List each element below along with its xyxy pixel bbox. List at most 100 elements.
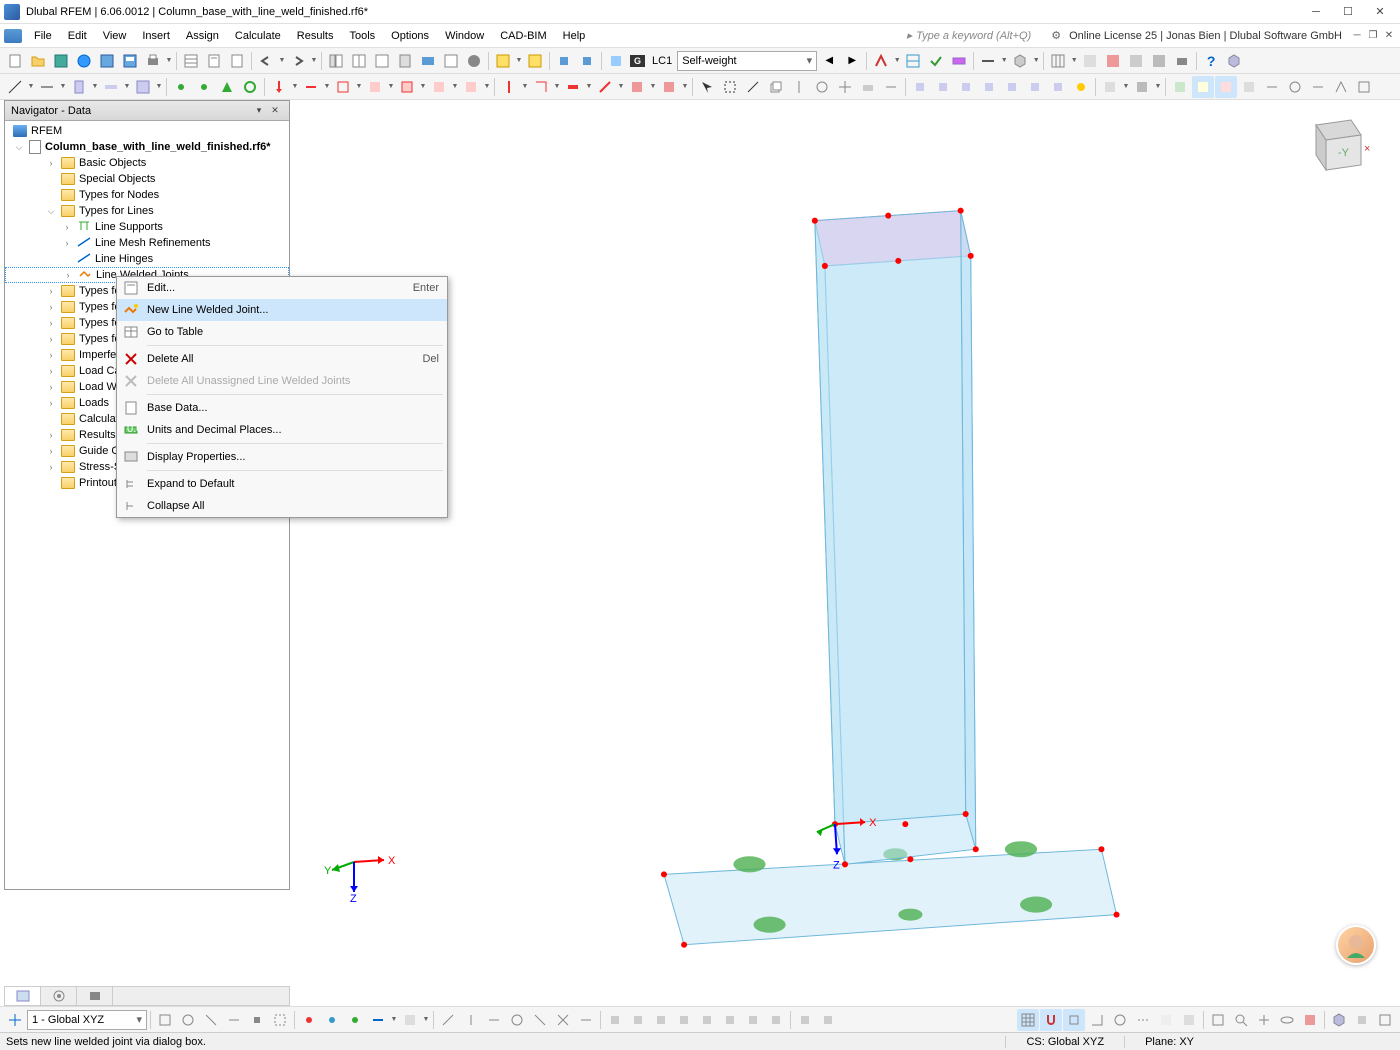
view10-button[interactable] (817, 1009, 839, 1031)
tree-item-basic-objects[interactable]: ›Basic Objects (5, 155, 289, 171)
parameters-button[interactable] (440, 50, 462, 72)
load6-button[interactable] (658, 76, 680, 98)
tree-root-app[interactable]: RFEM (5, 123, 289, 139)
calc-params-button[interactable] (576, 50, 598, 72)
panel-button[interactable] (371, 50, 393, 72)
osnap7-button[interactable] (575, 1009, 597, 1031)
inner-restore-button[interactable]: ❐ (1366, 29, 1380, 43)
load4-button[interactable] (594, 76, 616, 98)
settings-icon[interactable]: ⚙ (1051, 29, 1061, 42)
clip-button[interactable] (1102, 50, 1124, 72)
extrude-button[interactable] (857, 76, 879, 98)
expand-icon[interactable]: › (45, 318, 57, 328)
navigator-dock-button[interactable]: ▾ (251, 103, 267, 119)
member2-button[interactable] (193, 76, 215, 98)
redo-button[interactable] (287, 50, 309, 72)
ext7-button[interactable] (1047, 76, 1069, 98)
lineload-button[interactable] (300, 76, 322, 98)
maximize-button[interactable]: ☐ (1332, 1, 1364, 23)
osnap4-button[interactable] (506, 1009, 528, 1031)
dimension-button[interactable] (36, 76, 58, 98)
ext3-button[interactable] (955, 76, 977, 98)
expand-icon[interactable]: › (45, 334, 57, 344)
tree-item-line-hinges[interactable]: Line Hinges (5, 251, 289, 267)
bg-layer-button[interactable] (1079, 50, 1101, 72)
snap10-button[interactable] (367, 1009, 389, 1031)
memberload-button[interactable] (332, 76, 354, 98)
tree-item-line-supports[interactable]: ›Line Supports (5, 219, 289, 235)
next-lc-button[interactable]: ▶ (841, 50, 863, 72)
iso-button[interactable] (1351, 1009, 1373, 1031)
menu-options[interactable]: Options (383, 28, 437, 44)
nodeload-button[interactable] (268, 76, 290, 98)
member-button[interactable] (100, 76, 122, 98)
hinge-button[interactable] (239, 76, 261, 98)
list-button[interactable] (226, 50, 248, 72)
show7-button[interactable] (1330, 76, 1352, 98)
snap5-button[interactable] (246, 1009, 268, 1031)
render1-button[interactable] (1099, 76, 1121, 98)
calc-all-button[interactable] (553, 50, 575, 72)
snap8-button[interactable] (321, 1009, 343, 1031)
osnap5-button[interactable] (529, 1009, 551, 1031)
rotate-button[interactable] (811, 76, 833, 98)
close-button[interactable]: ✕ (1364, 1, 1396, 23)
snap3-button[interactable] (200, 1009, 222, 1031)
node-button[interactable] (170, 76, 192, 98)
3d-button[interactable] (1009, 50, 1031, 72)
cm-base-data-[interactable]: Base Data... (117, 397, 447, 419)
model-type-button[interactable] (977, 50, 999, 72)
cube-view-button[interactable] (1223, 50, 1245, 72)
ext6-button[interactable] (1024, 76, 1046, 98)
view6-button[interactable] (719, 1009, 741, 1031)
expand-icon[interactable]: › (61, 238, 73, 248)
ai-button[interactable] (948, 50, 970, 72)
view8-button[interactable] (765, 1009, 787, 1031)
tab-data[interactable] (5, 987, 41, 1005)
menu-insert[interactable]: Insert (134, 28, 178, 44)
new-file-button[interactable] (4, 50, 26, 72)
pan-button[interactable] (1253, 1009, 1275, 1031)
calculation-button[interactable] (417, 50, 439, 72)
copy-button[interactable] (765, 76, 787, 98)
snap4-button[interactable] (223, 1009, 245, 1031)
save-button[interactable] (96, 50, 118, 72)
tree-item-line-mesh-refinements[interactable]: ›Line Mesh Refinements (5, 235, 289, 251)
menu-view[interactable]: View (95, 28, 135, 44)
osnap2-button[interactable] (460, 1009, 482, 1031)
surfaceload-button[interactable] (364, 76, 386, 98)
expand-icon[interactable]: › (45, 430, 57, 440)
snap-toggle-button[interactable] (1040, 1009, 1062, 1031)
grid-button[interactable] (1047, 50, 1069, 72)
osnap3-button[interactable] (483, 1009, 505, 1031)
menu-file[interactable]: File (26, 28, 60, 44)
snap1-button[interactable] (154, 1009, 176, 1031)
loadcases-button[interactable] (492, 50, 514, 72)
expand-icon[interactable]: › (62, 270, 74, 280)
view5-button[interactable] (696, 1009, 718, 1031)
solidload-button[interactable] (396, 76, 418, 98)
menu-calculate[interactable]: Calculate (227, 28, 289, 44)
menu-window[interactable]: Window (437, 28, 492, 44)
view1-button[interactable] (604, 1009, 626, 1031)
expand-icon[interactable]: › (45, 366, 57, 376)
check-button[interactable] (925, 50, 947, 72)
orbit-button[interactable] (1276, 1009, 1298, 1031)
navigation-cube[interactable]: -Y × (1296, 110, 1376, 180)
visibility-button[interactable] (1148, 50, 1170, 72)
expand-icon[interactable]: › (45, 286, 57, 296)
close-model-button[interactable] (73, 50, 95, 72)
expand-icon[interactable]: › (45, 446, 57, 456)
units-button[interactable] (463, 50, 485, 72)
snap11-button[interactable] (399, 1009, 421, 1031)
support-button[interactable] (216, 76, 238, 98)
tree-root-file[interactable]: ⌵ Column_base_with_line_weld_finished.rf… (5, 139, 289, 155)
inner-minimize-button[interactable]: ─ (1350, 29, 1364, 43)
cm-go-to-table[interactable]: Go to Table (117, 321, 447, 343)
view9-button[interactable] (794, 1009, 816, 1031)
view-button[interactable] (1125, 50, 1147, 72)
area-select-button[interactable] (719, 76, 741, 98)
tree-item-types-for-lines[interactable]: ⌵Types for Lines (5, 203, 289, 219)
cs-icon[interactable] (4, 1009, 26, 1031)
loadcase-combo[interactable]: Self-weight▾ (677, 51, 817, 71)
